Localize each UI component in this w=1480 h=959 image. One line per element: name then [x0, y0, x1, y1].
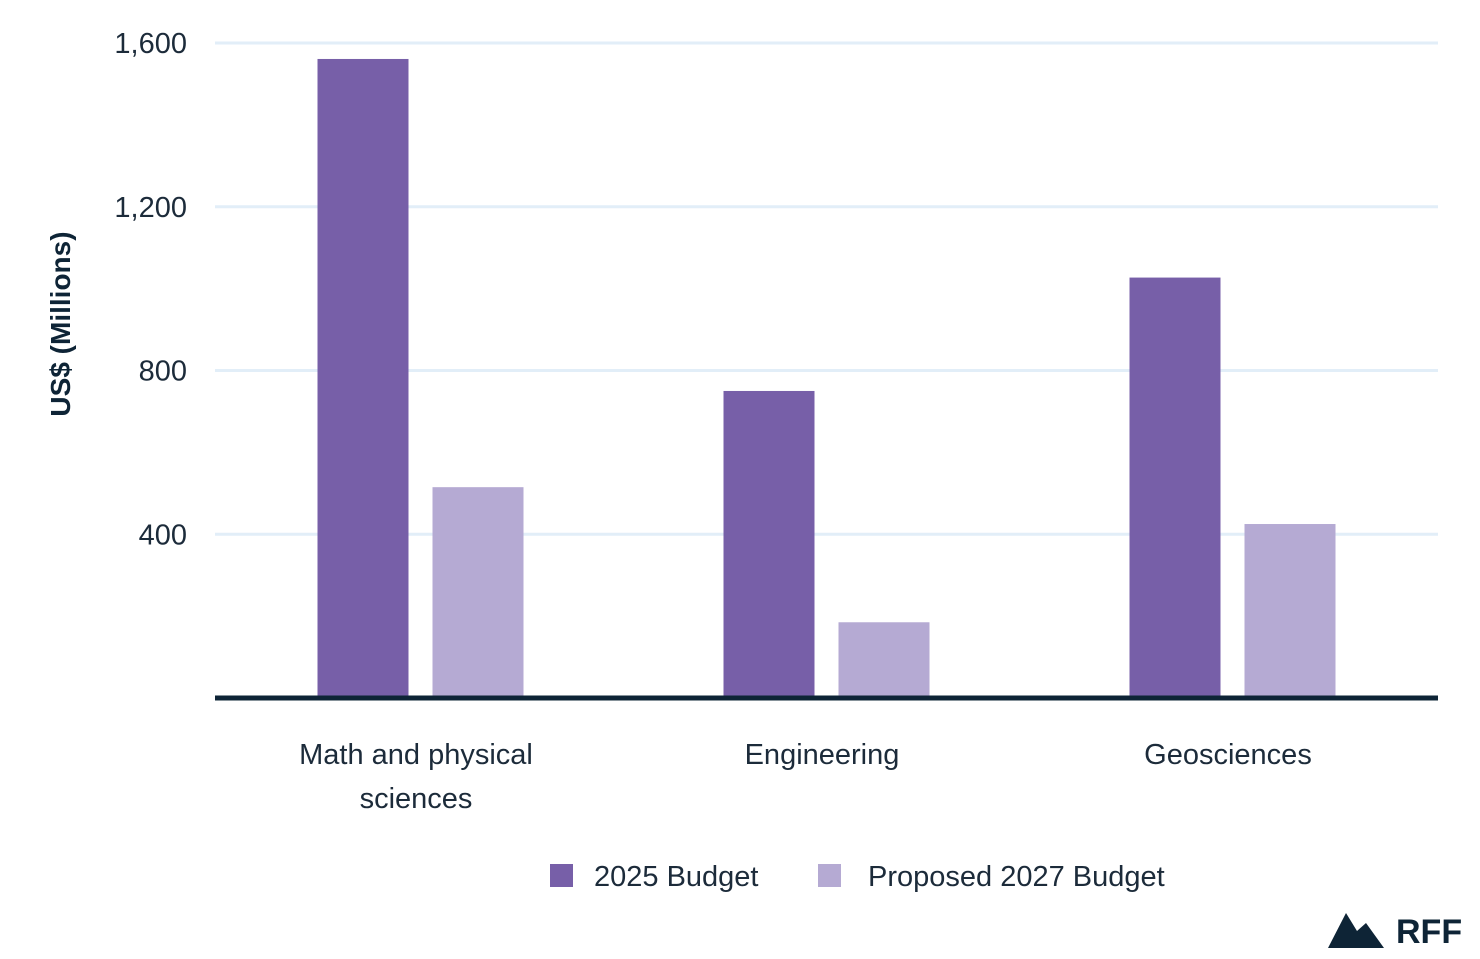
gridlines — [215, 41, 1438, 536]
y-axis-title: US$ (Millions) — [45, 231, 76, 416]
bar-proposed-2027-budget — [432, 487, 524, 698]
bar-2025-budget — [723, 390, 815, 698]
legend-swatch — [818, 864, 841, 887]
legend-label: 2025 Budget — [594, 861, 758, 893]
x-category-label: Geosciences — [1144, 739, 1312, 771]
category-labels: Math and physical sciences Engineering Geos… — [299, 739, 1312, 815]
bar-2025-budget — [317, 58, 409, 698]
bar-2025-budget — [1129, 277, 1221, 698]
bar-proposed-2027-budget — [838, 622, 930, 698]
x-category-label: Math and physical sciences — [299, 739, 533, 815]
legend: 2025 Budget Proposed 2027 Budget — [550, 861, 1165, 893]
mountain-logo-icon — [1328, 913, 1384, 948]
y-tick-label: 800 — [139, 356, 187, 388]
y-tick-label: 1,200 — [114, 192, 187, 224]
legend-swatch — [550, 864, 573, 887]
rff-logo: RFF — [1328, 913, 1462, 951]
bar-proposed-2027-budget — [1244, 524, 1336, 698]
bars — [317, 58, 1336, 698]
y-tick-label: 1,600 — [114, 28, 187, 60]
y-axis-ticks: 400 800 1,200 1,600 — [114, 28, 187, 551]
x-category-label: Engineering — [745, 739, 900, 771]
logo-text: RFF — [1396, 913, 1462, 951]
y-tick-label: 400 — [139, 519, 187, 551]
legend-label: Proposed 2027 Budget — [868, 861, 1165, 893]
